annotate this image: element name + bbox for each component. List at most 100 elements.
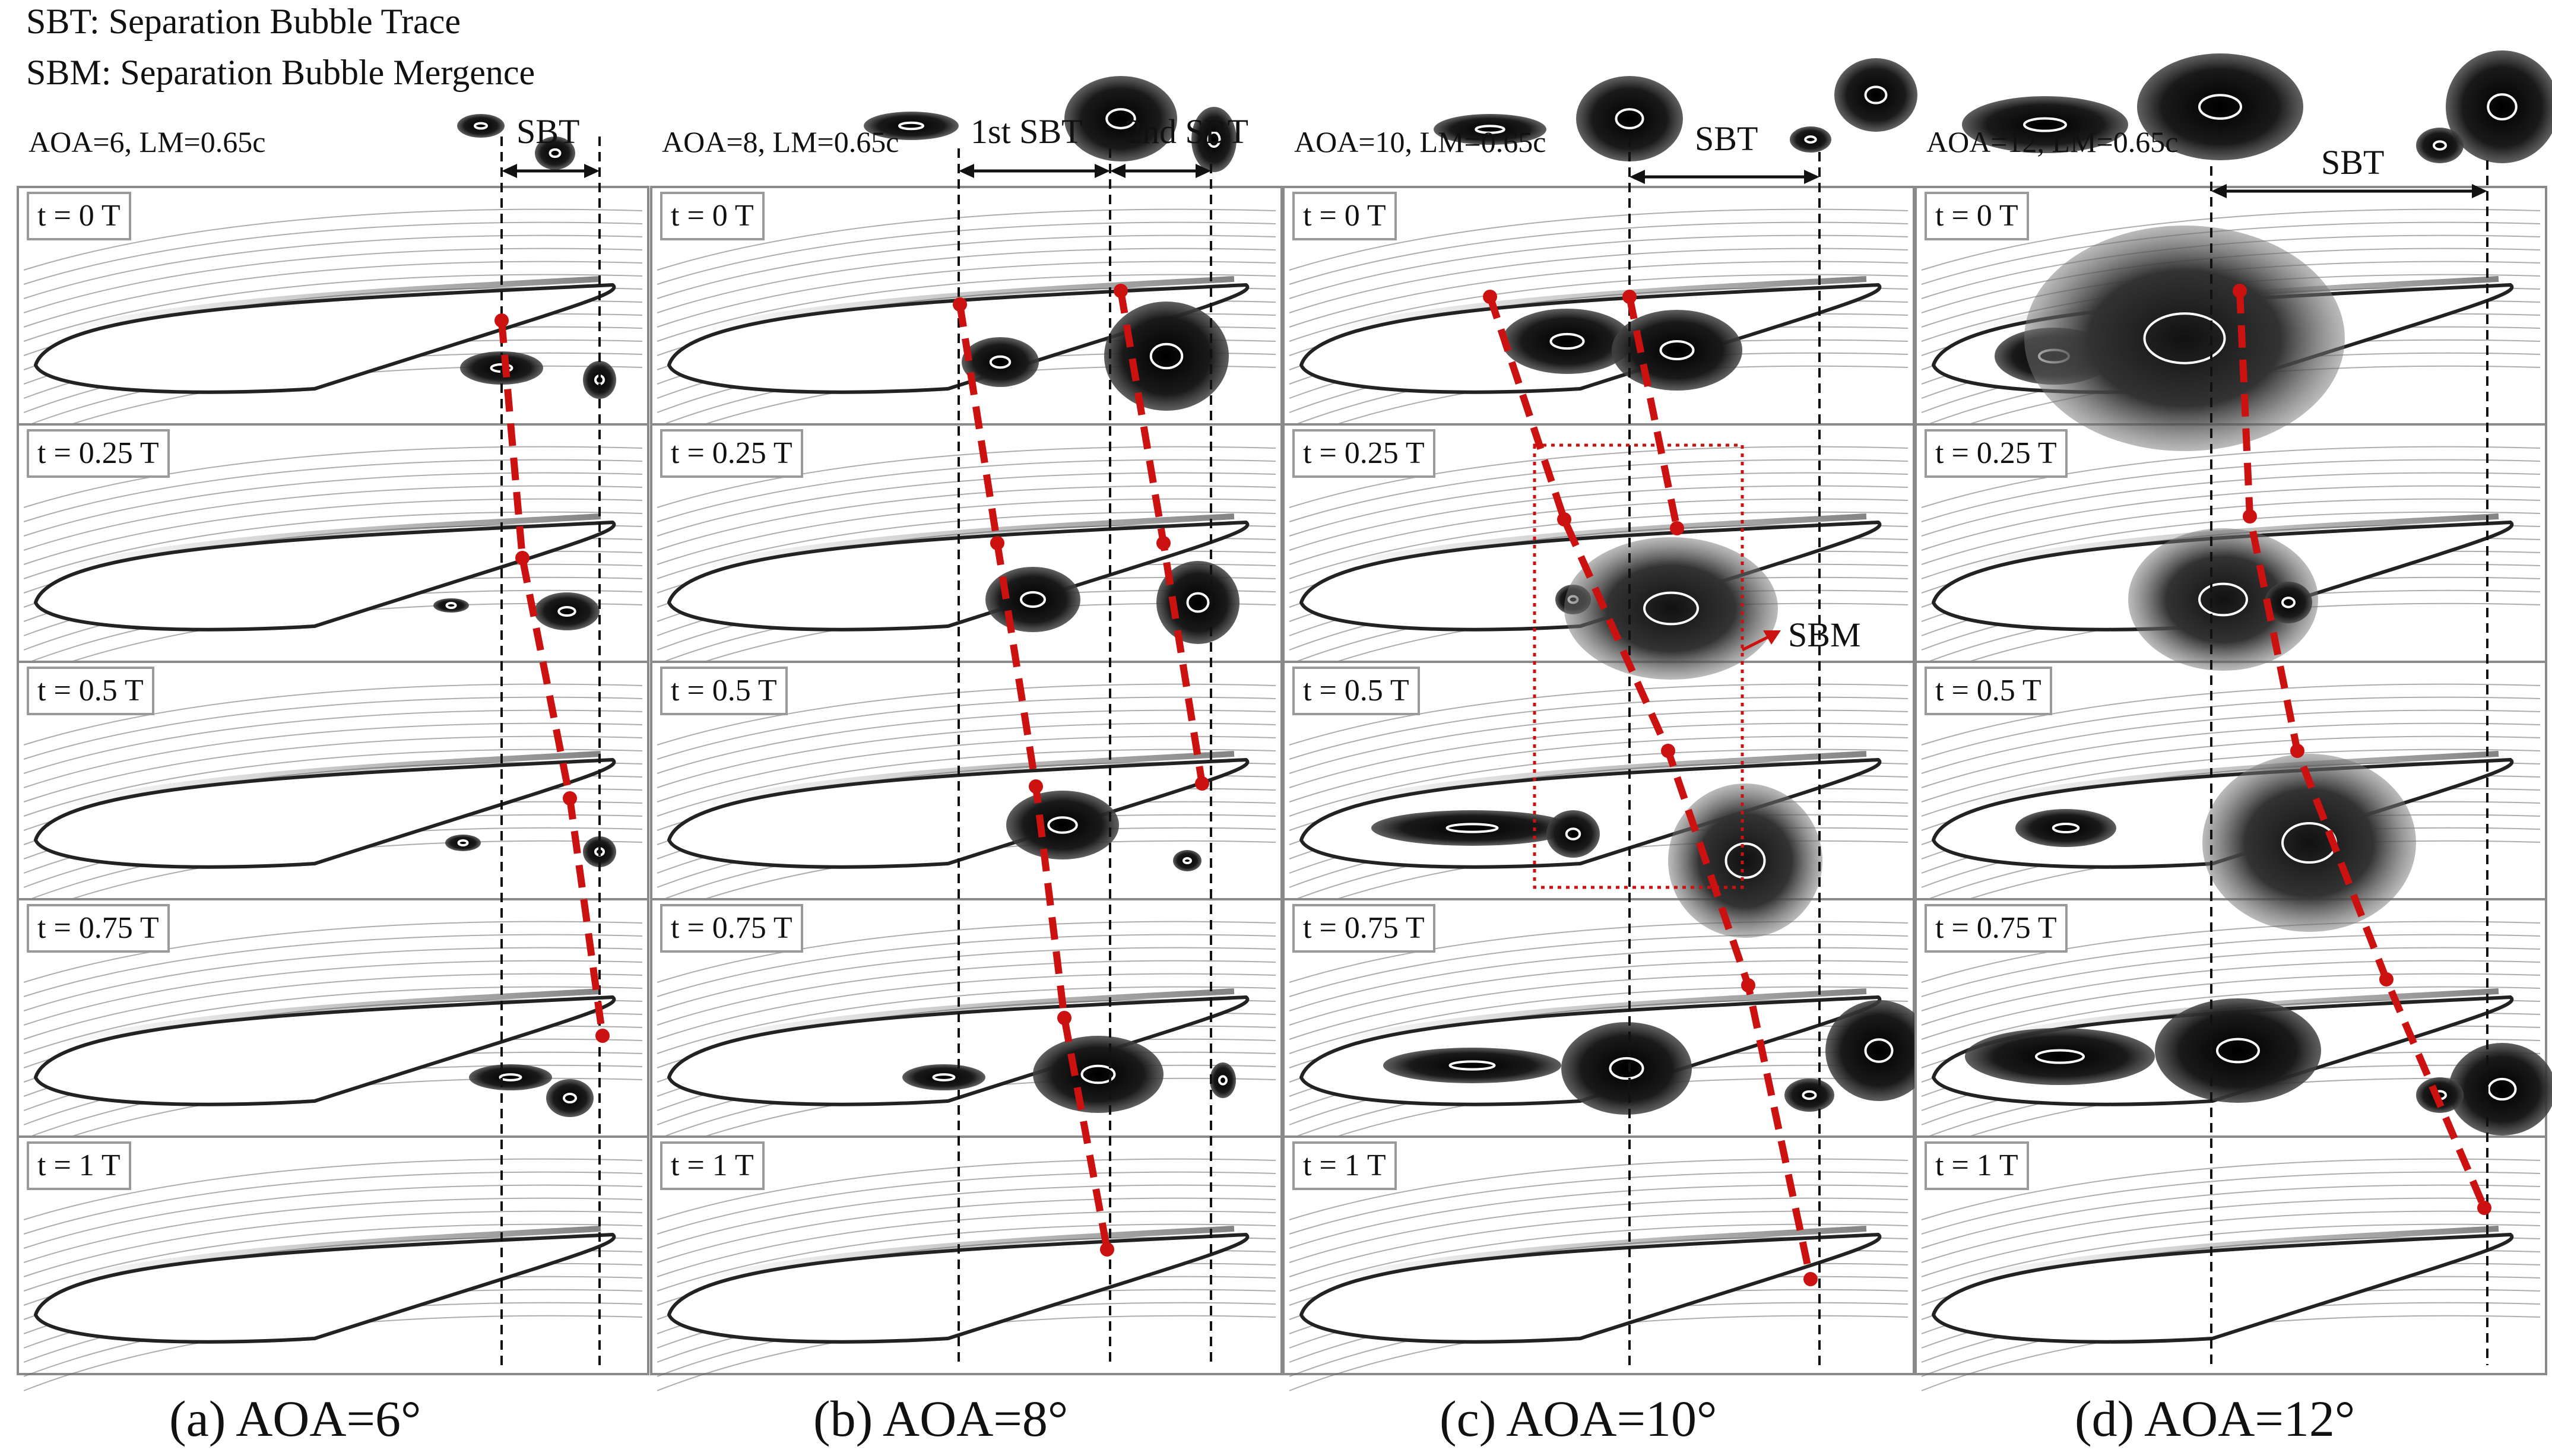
trace-point	[563, 791, 577, 805]
panel-c-0	[1282, 58, 1917, 442]
separation-bubble	[1502, 309, 1632, 374]
streamline	[657, 986, 1276, 1054]
streamline	[23, 472, 643, 537]
boundary-layer	[686, 513, 1235, 573]
streamline	[1289, 459, 1909, 522]
streamline	[1921, 208, 2541, 271]
separation-bubble	[445, 835, 481, 851]
separation-bubble	[2446, 50, 2552, 163]
trace-point	[1557, 512, 1571, 526]
streamline	[657, 696, 1276, 760]
bubble-core-ring	[1218, 1075, 1228, 1086]
time-label-c-2: t = 0.5 T	[1292, 667, 1420, 715]
separation-bubble	[1564, 537, 1778, 680]
streamline	[1289, 735, 1909, 802]
panel-d-0	[1914, 50, 2552, 442]
bubble-core-ring	[1080, 1064, 1116, 1084]
separation-bubble	[1210, 1062, 1236, 1098]
streamline	[657, 1197, 1276, 1263]
panel-a-3	[17, 835, 649, 1154]
separation-bubble	[1834, 58, 1917, 132]
time-label-c-3: t = 0.75 T	[1292, 904, 1435, 953]
separation-bubble	[1173, 850, 1201, 871]
streamline	[1289, 1223, 1909, 1292]
streamline	[23, 722, 643, 788]
panel-grid	[17, 50, 2552, 1391]
bubble-core-ring	[1864, 85, 1888, 104]
bubble-core-ring	[2487, 1077, 2517, 1101]
caption-a: (a) AOA=6°	[169, 1390, 421, 1447]
airfoil-outline	[33, 1232, 616, 1344]
streamline	[1289, 921, 1909, 983]
streamline	[1289, 683, 1909, 746]
panel-b-4	[650, 1036, 1283, 1391]
header-aoa10: AOA=10, LM=0.65c	[1294, 125, 1546, 158]
bubble-core-ring	[557, 605, 576, 617]
arrow-head-left	[1630, 170, 1645, 184]
streamline	[23, 1171, 643, 1235]
airfoil-outline	[1931, 1232, 2514, 1344]
streamline	[23, 208, 643, 271]
streamline	[1921, 1197, 2541, 1263]
bubble-core-ring	[2216, 1038, 2260, 1064]
separation-bubble	[1033, 1036, 1164, 1113]
trace-point	[1100, 1242, 1114, 1257]
separation-bubble	[1790, 126, 1831, 153]
bubble-core-ring	[2487, 93, 2518, 120]
streamline	[1921, 921, 2541, 983]
time-label-d-2: t = 0.5 T	[1925, 667, 2052, 715]
arrow-head-right	[1095, 164, 1110, 178]
streamline	[1289, 1197, 1909, 1263]
boundary-layer	[686, 988, 1235, 1048]
bubble-core-ring	[1149, 342, 1184, 370]
separation-bubble	[1546, 810, 1600, 858]
panel-column-d	[1914, 50, 2552, 1391]
airfoil-outline	[33, 520, 616, 632]
bubble-core-ring	[1659, 340, 1695, 360]
streamline	[657, 973, 1276, 1040]
streamline	[1921, 683, 2541, 746]
bubble-core-ring	[2143, 312, 2226, 364]
streamline	[657, 735, 1276, 802]
airfoil-outline	[667, 520, 1250, 632]
bubble-core-ring	[2198, 582, 2248, 617]
arrow-head-right	[1804, 170, 1819, 184]
bubble-core-ring	[2281, 597, 2296, 608]
streamline	[657, 261, 1276, 328]
streamline	[657, 485, 1276, 551]
streamline	[1921, 459, 2541, 522]
streamline	[657, 1171, 1276, 1235]
time-label-d-4: t = 1 T	[1925, 1141, 2029, 1190]
bubble-core-ring	[1207, 131, 1221, 148]
streamline	[23, 1223, 643, 1292]
streamline	[1289, 1171, 1909, 1235]
streamline	[657, 248, 1276, 313]
boundary-layer	[52, 513, 601, 573]
bubble-core-ring	[898, 121, 924, 131]
streamline	[1289, 261, 1909, 328]
arrow-head-left	[1110, 164, 1126, 178]
trace-point	[2477, 1201, 2491, 1215]
sbm-arrow	[1741, 633, 1773, 652]
boundary-layer	[1318, 276, 1867, 335]
streamline	[1289, 696, 1909, 760]
streamline	[23, 248, 643, 313]
trace-point	[1114, 284, 1128, 298]
time-label-d-0: t = 0 T	[1925, 192, 2029, 240]
streamline	[1921, 934, 2541, 997]
streamline	[657, 1223, 1276, 1292]
caption-c: (c) AOA=10°	[1440, 1390, 1717, 1447]
panel-column-a	[17, 114, 649, 1391]
streamline	[1921, 960, 2541, 1026]
separation-bubble	[1965, 1028, 2155, 1085]
arrow-head-left	[2211, 184, 2227, 198]
separation-bubble	[2155, 998, 2321, 1103]
separation-bubble	[1104, 302, 1229, 411]
streamline	[657, 934, 1276, 997]
bubble-core-ring	[563, 1092, 577, 1104]
streamline	[23, 1210, 643, 1277]
streamline	[23, 485, 643, 551]
streamline	[1289, 722, 1909, 788]
bubble-core-ring	[1105, 108, 1136, 129]
trace-point	[1156, 536, 1171, 550]
